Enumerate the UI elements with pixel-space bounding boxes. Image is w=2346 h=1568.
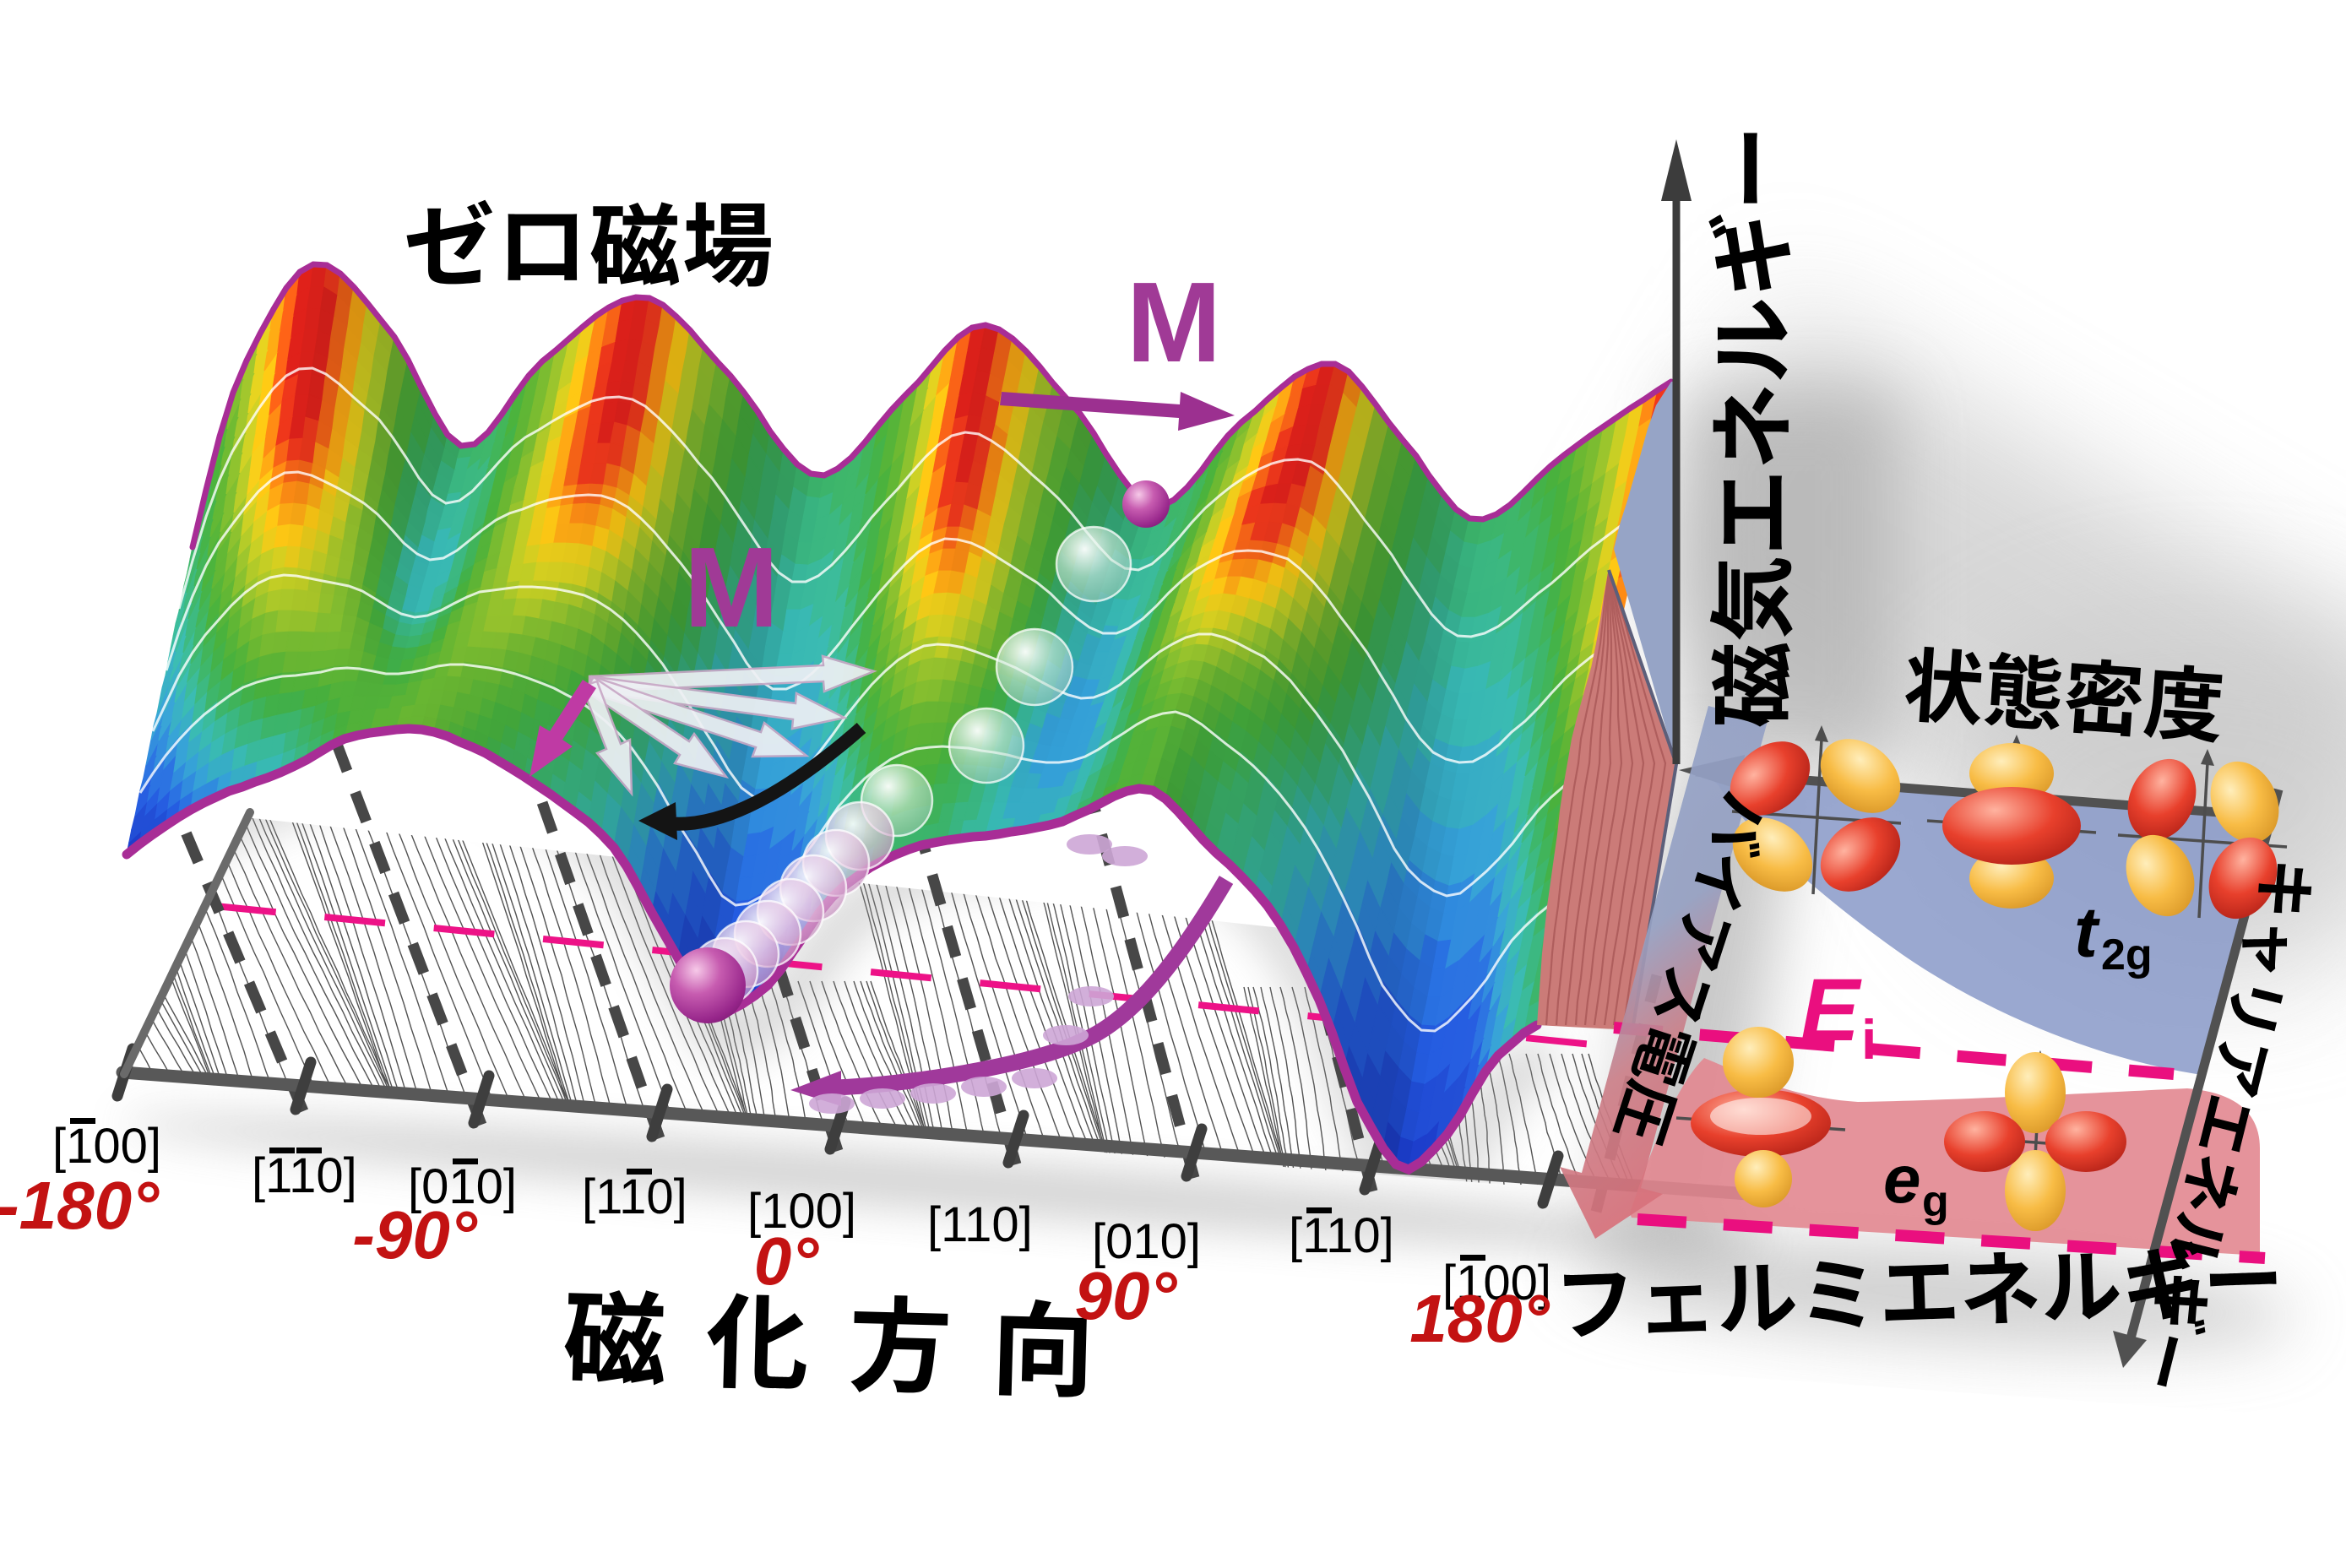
svg-text:180°: 180°: [1409, 1281, 1550, 1356]
svg-text:[100]: [100]: [1442, 1256, 1551, 1310]
svg-text:-180°: -180°: [0, 1168, 160, 1243]
svg-text:[100]: [100]: [747, 1184, 856, 1239]
svg-text:i: i: [1861, 1008, 1876, 1071]
svg-text:2g: 2g: [2101, 930, 2153, 979]
svg-text:[110]: [110]: [582, 1169, 687, 1224]
svg-text:90°: 90°: [1075, 1258, 1178, 1333]
svg-text:0°: 0°: [754, 1223, 819, 1299]
svg-text:[110]: [110]: [1289, 1208, 1394, 1263]
svg-text:[010]: [010]: [1092, 1214, 1201, 1269]
svg-text:M: M: [1127, 258, 1221, 386]
svg-text:t: t: [2074, 893, 2100, 972]
svg-text:[100]: [100]: [52, 1119, 161, 1174]
svg-text:[010]: [010]: [408, 1159, 517, 1214]
svg-text:e: e: [1883, 1142, 1921, 1217]
svg-text:-90°: -90°: [352, 1197, 478, 1272]
svg-text:[110]: [110]: [252, 1148, 357, 1203]
svg-text:E: E: [1800, 961, 1862, 1060]
svg-text:[110]: [110]: [927, 1197, 1033, 1252]
svg-text:M: M: [684, 524, 779, 651]
svg-text:g: g: [1922, 1177, 1949, 1226]
